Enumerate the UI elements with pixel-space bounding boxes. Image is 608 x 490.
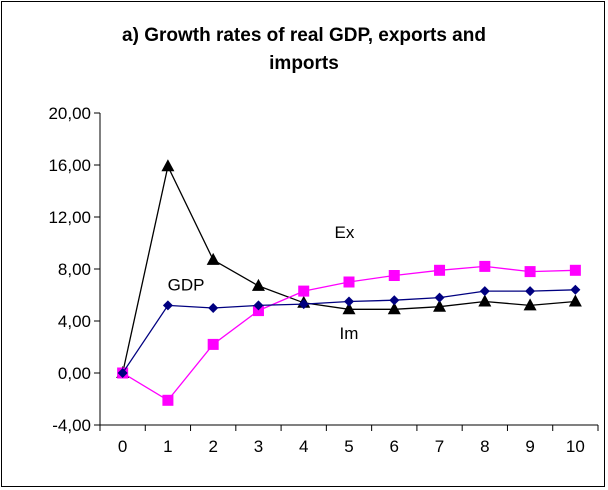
- y-tick-label: 16,00: [48, 156, 91, 175]
- series-gdp: [117, 284, 581, 378]
- data-point-gdp: [434, 292, 445, 303]
- x-tick-label: 10: [566, 437, 585, 456]
- chart-title-line-2: imports: [269, 53, 339, 74]
- data-point-gdp: [298, 299, 309, 310]
- x-tick-label: 5: [344, 437, 353, 456]
- y-tick-label: 0,00: [58, 364, 91, 383]
- data-point-ex: [207, 338, 219, 350]
- data-point-gdp: [253, 300, 264, 311]
- x-tick-label: 3: [254, 437, 263, 456]
- x-tick-label: 8: [480, 437, 489, 456]
- data-point-im: [433, 299, 447, 312]
- x-tick-label: 9: [525, 437, 534, 456]
- data-point-gdp: [344, 296, 354, 307]
- x-tick-label: 2: [208, 437, 217, 456]
- data-point-im: [478, 294, 492, 307]
- y-tick-label: 20,00: [48, 104, 91, 123]
- data-point-gdp: [162, 300, 173, 311]
- data-point-gdp: [389, 295, 400, 306]
- data-point-ex: [298, 285, 310, 297]
- x-tick-label: 0: [118, 437, 127, 456]
- series-label-gdp: GDP: [168, 275, 205, 294]
- data-point-ex: [343, 276, 355, 288]
- data-point-ex: [569, 264, 581, 276]
- x-tick-label: 6: [390, 437, 399, 456]
- data-point-ex: [388, 270, 400, 281]
- data-point-ex: [162, 394, 174, 406]
- x-tick-label: 1: [163, 437, 172, 456]
- data-point-ex: [434, 264, 446, 276]
- series-label-ex: Ex: [335, 223, 355, 242]
- y-tick-label: 8,00: [58, 260, 91, 279]
- chart-axes: -4,00 0,00 4,00 8,00 12,00 16,00 20,00 0 1 2 3 4 5 6 7…: [48, 104, 599, 456]
- chart-title: a) Growth rates of real GDP, exports and…: [2, 22, 606, 78]
- data-point-im: [523, 298, 537, 311]
- series-labels: GDP Ex Im: [168, 223, 359, 343]
- x-tick-label: 7: [435, 437, 444, 456]
- data-point-gdp: [570, 284, 581, 295]
- data-point-gdp: [479, 286, 490, 297]
- data-point-im: [568, 294, 582, 307]
- data-point-im: [251, 278, 265, 291]
- data-point-ex: [524, 266, 536, 278]
- series-label-im: Im: [340, 324, 359, 343]
- series-ex: [117, 260, 581, 406]
- data-point-im: [387, 302, 401, 315]
- chart-title-line-1: a) Growth rates of real GDP, exports and: [122, 25, 486, 46]
- series-im: [116, 159, 582, 378]
- data-point-gdp: [525, 286, 536, 297]
- data-point-gdp: [117, 368, 128, 378]
- data-point-im: [161, 159, 175, 172]
- series-layer: [116, 159, 582, 406]
- y-tick-label: -4,00: [52, 416, 91, 435]
- data-point-im: [342, 302, 356, 315]
- y-tick-label: 12,00: [48, 208, 91, 227]
- data-point-ex: [252, 305, 264, 317]
- data-point-gdp: [208, 303, 219, 313]
- data-point-ex: [479, 260, 491, 272]
- y-tick-label: 4,00: [58, 312, 91, 331]
- x-tick-label: 4: [299, 437, 308, 456]
- data-point-im: [206, 252, 220, 265]
